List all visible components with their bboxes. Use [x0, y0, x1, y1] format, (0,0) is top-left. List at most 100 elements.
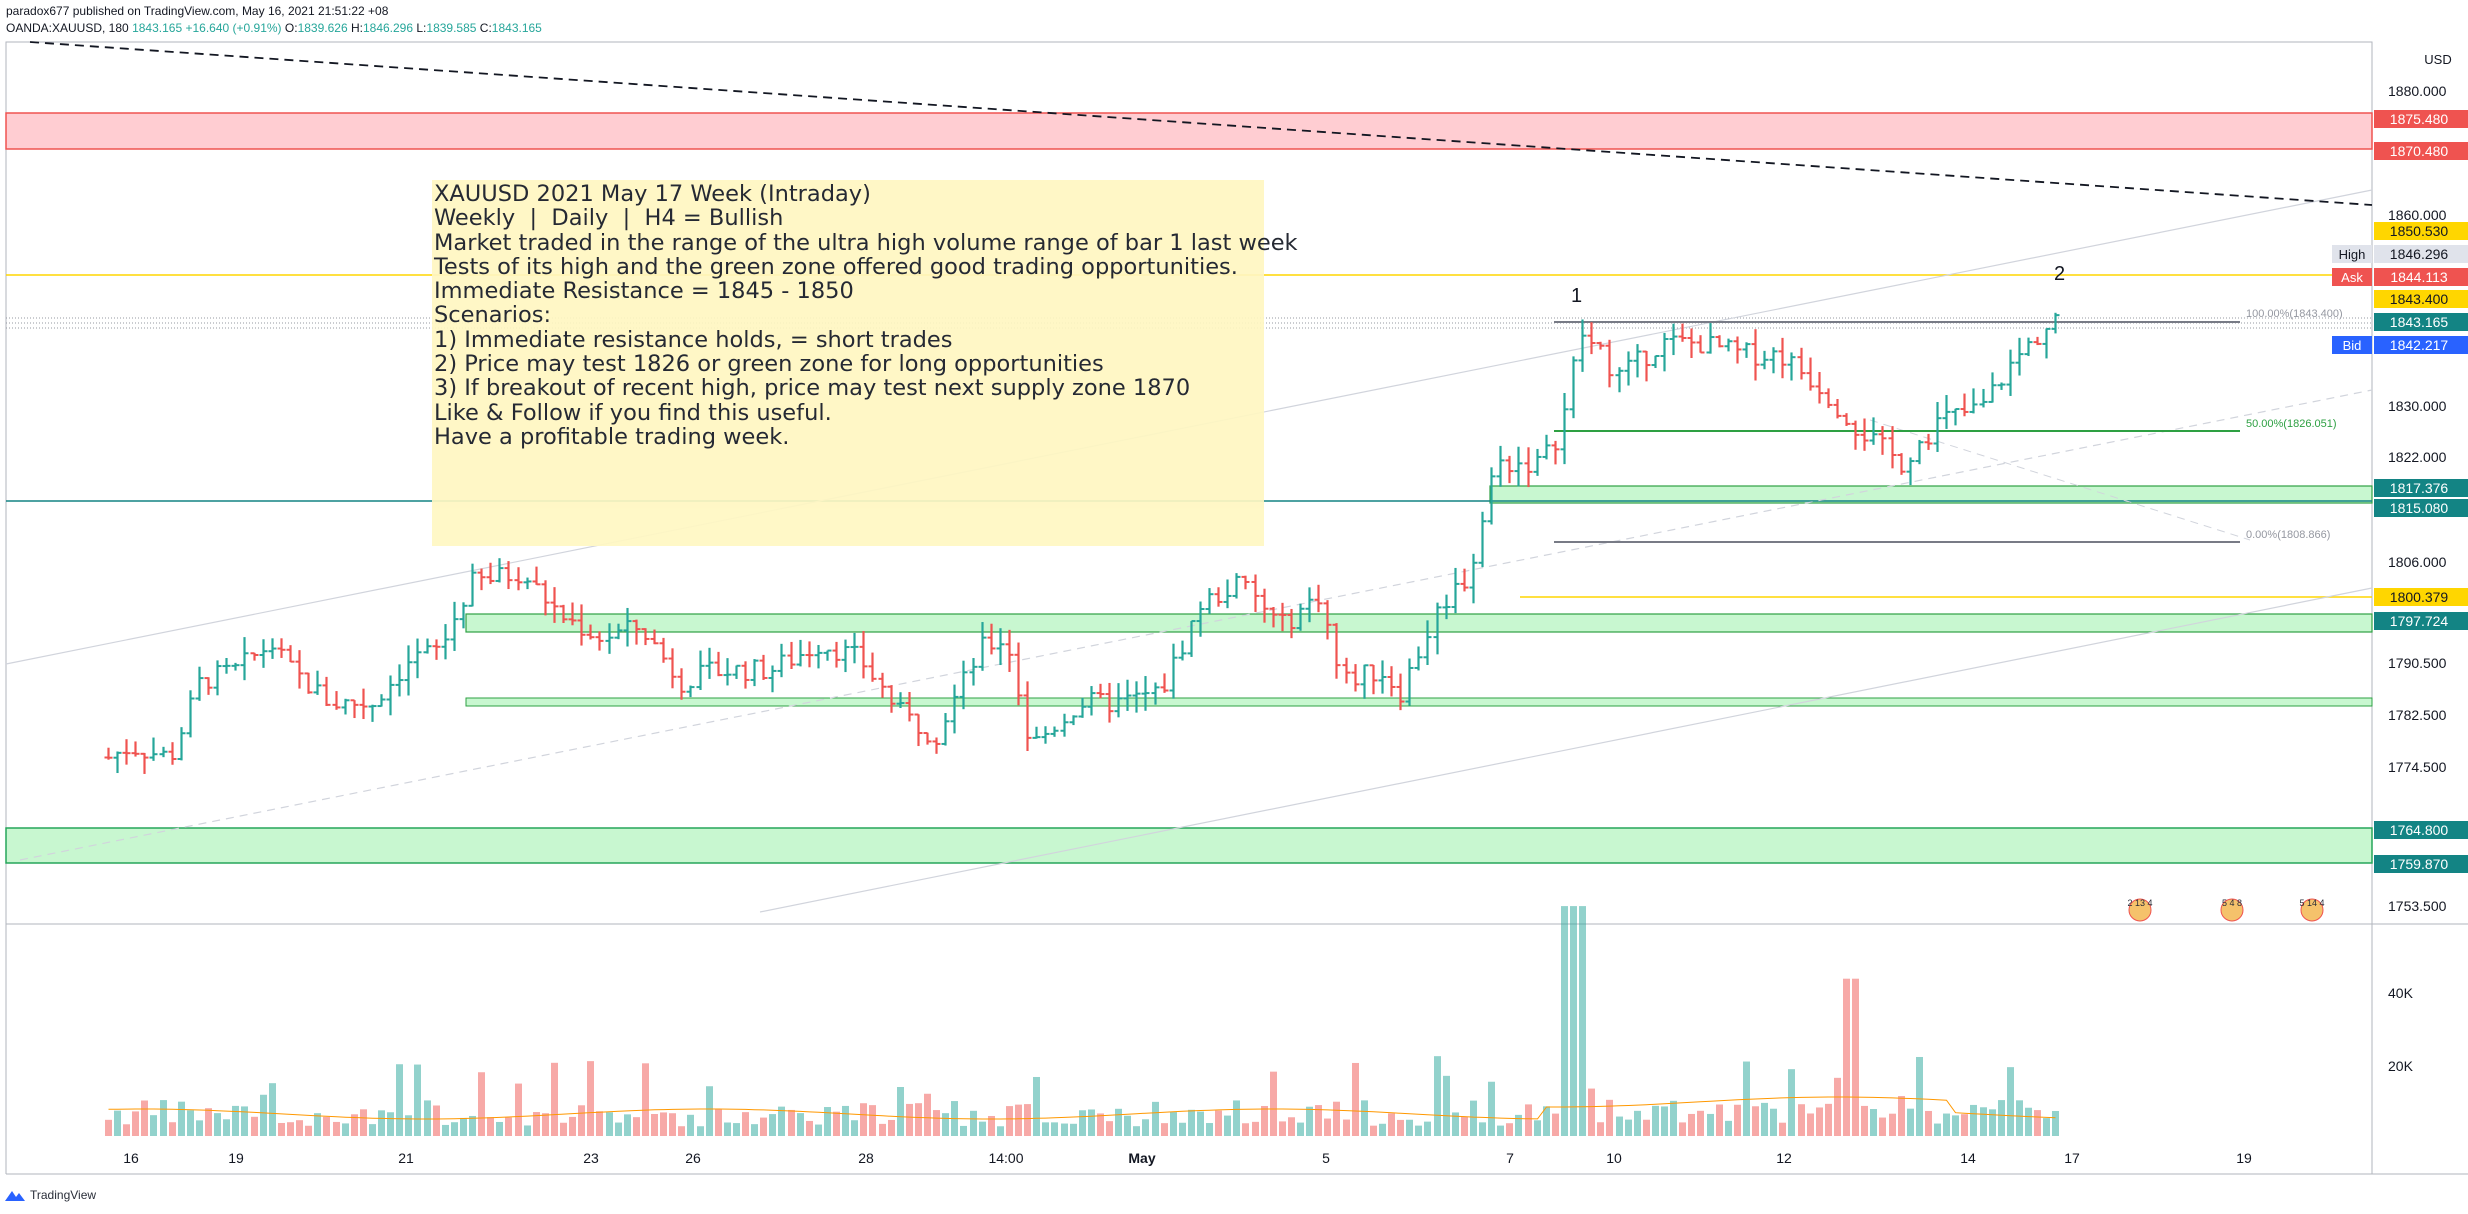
- volume-bar-3: [132, 1111, 139, 1136]
- volume-bar-43: [496, 1121, 503, 1136]
- volume-bar-78: [815, 1124, 822, 1136]
- volume-bar-166: [1616, 1116, 1623, 1136]
- channel-mid-line[interactable]: [19, 389, 2373, 861]
- price-label-9: 1815.080: [2390, 500, 2449, 516]
- volume-bar-15: [241, 1106, 248, 1136]
- volume-bar-104: [1051, 1122, 1058, 1136]
- volume-bar-213: [2043, 1118, 2050, 1136]
- volume-bar-21: [296, 1120, 303, 1136]
- volume-bar-45: [515, 1083, 522, 1136]
- demand-zone-bottom[interactable]: [5, 827, 2373, 864]
- note-line: Like & Follow if you find this useful.: [434, 399, 832, 426]
- economic-event-2[interactable]: 5 4 8: [2220, 898, 2244, 922]
- note-line: Market traded in the range of the ultra …: [434, 229, 1298, 256]
- price-label-4: 1844.113: [2390, 269, 2448, 285]
- volume-bar-175: [1697, 1110, 1704, 1136]
- volume-bar-10: [196, 1120, 203, 1136]
- volume-bar-148: [1452, 1112, 1459, 1136]
- ohlc-low-key: L:: [416, 21, 427, 35]
- volume-bar-183: [1770, 1108, 1777, 1136]
- volume-bar-101: [1024, 1104, 1031, 1136]
- volume-bar-199: [1916, 1056, 1923, 1136]
- channel-lower-line[interactable]: [759, 587, 2373, 913]
- note-line: Scenarios:: [434, 302, 552, 329]
- fib-100-label: 100.00%(1843.400): [2246, 308, 2343, 320]
- volume-bar-79: [824, 1107, 831, 1136]
- time-axis-ticks: 16 19 21 23 26 28 14:00 May 5 7 10 12 14 17 19: [123, 1150, 2252, 1166]
- demand-zone-1784[interactable]: [465, 697, 2373, 707]
- note-line: 3) If breakout of recent high, price may…: [434, 375, 1191, 402]
- volume-bar-30: [378, 1110, 385, 1136]
- volume-bar-65: [697, 1126, 704, 1136]
- volume-bar-129: [1279, 1121, 1286, 1136]
- volume-bar-130: [1288, 1117, 1295, 1136]
- volume-bar-2: [123, 1124, 130, 1136]
- tradingview-logo[interactable]: TradingView: [4, 1188, 96, 1202]
- time-tick-12: 14: [1960, 1150, 1976, 1166]
- publisher-line: paradox677 published on TradingView.com,…: [6, 4, 388, 18]
- volume-bar-72: [760, 1117, 767, 1136]
- price-axis-ticks: 1880.000 1860.000 1830.000 1822.000 1806.000…: [2388, 83, 2447, 914]
- volume-bar-87: [897, 1087, 904, 1136]
- price-tag-3: High: [2339, 247, 2366, 262]
- demand-zone-1797[interactable]: [465, 613, 2373, 633]
- time-tick-7: May: [1128, 1150, 1155, 1166]
- volume-tick-20k: 20K: [2388, 1058, 2414, 1074]
- volume-bar-149: [1461, 1116, 1468, 1136]
- volume-bar-151: [1479, 1122, 1486, 1136]
- volume-bar-25: [333, 1121, 340, 1136]
- economic-event-3[interactable]: 5 14 4: [2299, 898, 2325, 922]
- volume-bar-140: [1379, 1123, 1386, 1136]
- volume-bar-38: [451, 1122, 458, 1136]
- volume-bar-1: [114, 1110, 121, 1136]
- ohlc-low-value: 1839.585: [426, 21, 477, 35]
- economic-event-1[interactable]: 2 13 4: [2127, 898, 2153, 922]
- time-tick-6: 14:00: [988, 1150, 1023, 1166]
- note-line: Tests of its high and the green zone off…: [434, 253, 1238, 280]
- volume-bar-49: [551, 1062, 558, 1136]
- dashed-trend-line[interactable]: [29, 41, 2373, 206]
- price-tick-8: 1753.500: [2388, 898, 2447, 914]
- demand-zone-1815[interactable]: [1489, 485, 2373, 504]
- price-axis-labels: 1875.480 1870.480 1850.530 1846.296 High 1844…: [2332, 110, 2468, 873]
- volume-bar-76: [797, 1113, 804, 1136]
- volume-bar-57: [624, 1114, 631, 1136]
- volume-bar-9: [187, 1110, 194, 1136]
- volume-bar-121: [1206, 1123, 1213, 1136]
- price-tag-7: Bid: [2343, 338, 2362, 353]
- analysis-note[interactable]: XAUUSD 2021 May 17 Week (Intraday) Weekl…: [432, 180, 1298, 546]
- price-label-5: 1843.400: [2390, 291, 2449, 307]
- ohlc-close-key: C:: [479, 21, 492, 35]
- price-label-bg-6: [2374, 313, 2468, 331]
- volume-bar-211: [2025, 1107, 2032, 1136]
- supply-zone[interactable]: [5, 112, 2373, 150]
- volume-bar-142: [1397, 1119, 1404, 1136]
- ohlc-close-value: 1843.165: [491, 21, 542, 35]
- volume-bar-11: [205, 1108, 212, 1136]
- volume-bar-172: [1670, 1100, 1677, 1136]
- volume-bar-156: [1525, 1104, 1532, 1136]
- volume-bar-214: [2052, 1111, 2059, 1136]
- volume-bar-145: [1424, 1121, 1431, 1136]
- volume-bar-125: [1242, 1123, 1249, 1136]
- volume-bar-197: [1898, 1096, 1905, 1136]
- volume-bars[interactable]: [105, 906, 2059, 1136]
- volume-bar-75: [788, 1109, 795, 1136]
- volume-bar-13: [223, 1119, 230, 1136]
- note-line: Have a profitable trading week.: [434, 423, 790, 450]
- volume-bar-123: [1224, 1115, 1231, 1136]
- wave-label-1: 1: [1571, 285, 1582, 307]
- volume-bar-124: [1233, 1100, 1240, 1136]
- price-label-7: 1842.217: [2390, 337, 2449, 353]
- volume-bar-135: [1333, 1101, 1340, 1136]
- volume-bar-155: [1515, 1114, 1522, 1136]
- volume-bar-177: [1716, 1104, 1723, 1136]
- price-tick-3: 1822.000: [2388, 449, 2447, 465]
- volume-bar-28: [360, 1109, 367, 1136]
- volume-bar-137: [1352, 1062, 1359, 1136]
- volume-bar-165: [1606, 1099, 1613, 1136]
- ohlc-bars[interactable]: [104, 312, 2060, 774]
- volume-bar-77: [806, 1120, 813, 1136]
- volume-bar-212: [2034, 1110, 2041, 1136]
